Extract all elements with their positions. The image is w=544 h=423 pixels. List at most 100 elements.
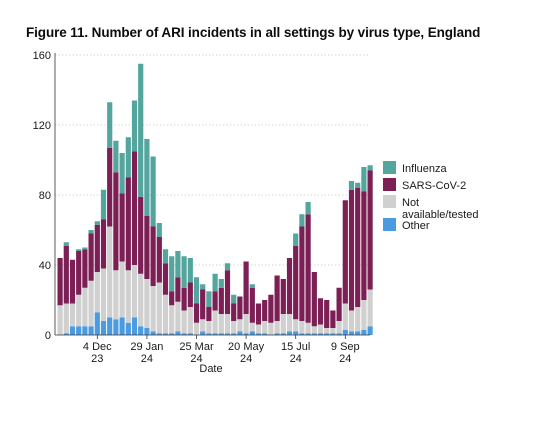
- bar-segment: [169, 333, 175, 335]
- bar-segment: [224, 270, 231, 314]
- bar-segment: [57, 258, 63, 306]
- bar-segment: [162, 294, 169, 334]
- bar-segment: [206, 307, 212, 321]
- bar-segment: [361, 167, 367, 192]
- bar-segment: [76, 249, 82, 251]
- x-tick-label-year: 24: [240, 353, 252, 365]
- legend-swatch: [383, 195, 396, 208]
- bar-segment: [200, 284, 206, 290]
- bar-segment: [63, 245, 69, 304]
- bar-segment: [193, 303, 200, 323]
- y-tick-label: 80: [39, 190, 51, 202]
- bar-segment: [107, 226, 113, 318]
- bar-segment: [237, 319, 243, 332]
- bar-segment: [367, 326, 373, 335]
- legend-label: SARS-CoV-2: [402, 180, 466, 192]
- bar-segment: [255, 324, 262, 334]
- legend: Influenza SARS-CoV-2 Not available/testedOt…: [383, 161, 478, 232]
- bar-segment: [262, 321, 268, 334]
- bar-segment: [305, 322, 311, 334]
- bar-segment: [144, 139, 150, 216]
- bar-segment: [212, 291, 218, 311]
- bar-segment: [336, 287, 342, 321]
- x-tick-label: 25 Mar: [179, 341, 214, 353]
- legend-label: Not available/tested: [402, 197, 478, 221]
- bar-segment: [293, 245, 299, 320]
- bar-segment: [324, 300, 330, 328]
- bar-segment: [348, 189, 355, 311]
- x-tick-label-year: 24: [190, 353, 202, 365]
- x-axis-title: Date: [199, 363, 222, 375]
- bar-segment: [156, 237, 162, 283]
- bar-segment: [125, 137, 131, 178]
- bar-segment: [249, 287, 255, 323]
- bar-segment: [249, 284, 255, 288]
- bar-segment: [119, 317, 125, 335]
- bar-segment: [262, 300, 268, 321]
- bar-segment: [138, 273, 144, 327]
- bar-segment: [125, 270, 131, 323]
- bar-segment: [175, 301, 181, 332]
- bar-segment: [138, 63, 144, 197]
- y-tick-label: 160: [33, 50, 51, 62]
- bar-segment: [286, 258, 293, 314]
- bar-segment: [100, 189, 107, 220]
- bar-segment: [262, 333, 268, 335]
- bar-segment: [69, 303, 76, 327]
- legend-swatch: [383, 161, 396, 174]
- legend-swatch: [383, 218, 396, 231]
- bar-segment: [311, 333, 317, 335]
- bar-segment: [212, 273, 218, 292]
- bar-segment: [311, 272, 317, 327]
- bar-segment: [274, 321, 280, 334]
- bar-segment: [206, 291, 212, 307]
- bar-segment: [367, 289, 373, 327]
- bar-segment: [131, 100, 138, 152]
- bar-segment: [150, 226, 156, 286]
- bar-segment: [156, 223, 162, 237]
- bar-segment: [206, 333, 212, 335]
- bar-segment: [119, 153, 125, 194]
- legend-label: Other: [402, 220, 430, 232]
- bar-segment: [94, 312, 100, 335]
- bar-segment: [286, 331, 293, 335]
- bar-segment: [63, 303, 69, 334]
- bar-segment: [336, 321, 342, 334]
- bar-segment: [355, 307, 361, 332]
- bar-segment: [280, 333, 286, 335]
- y-tick-label: 120: [33, 120, 51, 132]
- bar-segment: [324, 333, 330, 335]
- bar-segment: [144, 279, 150, 328]
- bar-segment: [107, 147, 113, 227]
- bar-segment: [243, 314, 249, 334]
- bar-segment: [224, 314, 231, 334]
- bar-segment: [317, 324, 324, 334]
- bar-segment: [94, 224, 100, 272]
- bar-segment: [63, 242, 69, 246]
- bar-segment: [94, 272, 100, 313]
- bar-segment: [200, 331, 206, 335]
- bar-segment: [113, 140, 119, 173]
- bar-segment: [317, 298, 324, 325]
- bar-segment: [107, 102, 113, 148]
- bar-segment: [88, 230, 94, 234]
- bar-segment: [299, 333, 305, 335]
- legend-label: Influenza: [402, 163, 448, 175]
- bar-segment: [274, 275, 280, 321]
- bar-segment: [125, 322, 131, 335]
- bar-segment: [138, 196, 144, 274]
- bar-segment: [274, 333, 280, 335]
- bar-segment: [311, 326, 317, 334]
- bar-segment: [280, 279, 286, 314]
- bar-segment: [113, 270, 119, 320]
- bar-segment: [355, 331, 361, 335]
- bar-segment: [82, 247, 88, 250]
- bar-segment: [187, 258, 193, 283]
- x-tick-label: 20 May: [228, 341, 265, 353]
- bar-segment: [249, 322, 255, 332]
- bar-segment: [268, 294, 274, 323]
- bar-segment: [342, 329, 348, 335]
- bar-segment: [200, 319, 206, 332]
- bar-segment: [231, 294, 237, 304]
